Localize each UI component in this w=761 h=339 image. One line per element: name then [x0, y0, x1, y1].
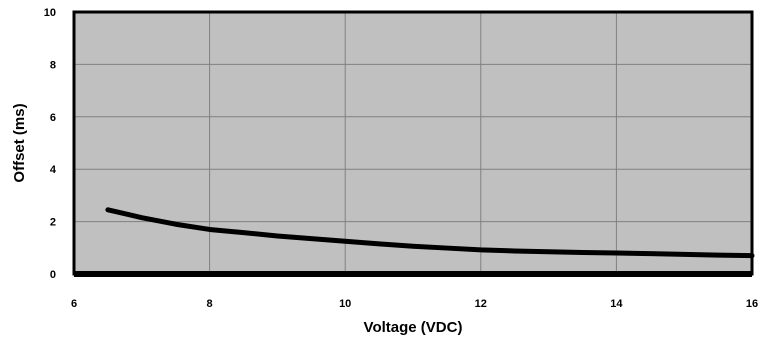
x-tick-labels: 6 8 10 12 14 16 — [71, 298, 758, 310]
x-tick-label: 6 — [71, 298, 77, 310]
x-tick-label: 14 — [610, 298, 623, 310]
y-tick-label: 6 — [50, 112, 56, 124]
plot-frame — [72, 10, 754, 276]
y-axis-title: Offset (ms) — [11, 103, 28, 182]
y-tick-label: 8 — [50, 59, 56, 71]
y-tick-label: 2 — [50, 217, 56, 229]
series-layer — [105, 207, 755, 259]
x-axis-title: Voltage (VDC) — [364, 319, 463, 336]
x-tick-label: 8 — [207, 298, 213, 310]
x-tick-label: 16 — [746, 298, 758, 310]
y-tick-label: 10 — [44, 7, 56, 19]
grid-lines — [74, 12, 752, 274]
x-tick-label: 12 — [475, 298, 487, 310]
series-line — [105, 207, 755, 259]
x-tick-label: 10 — [339, 298, 351, 310]
y-tick-label: 0 — [50, 269, 56, 281]
y-tick-labels: 0 2 4 6 8 10 — [44, 7, 57, 281]
plot-area — [74, 12, 752, 274]
y-tick-label: 4 — [50, 164, 57, 176]
